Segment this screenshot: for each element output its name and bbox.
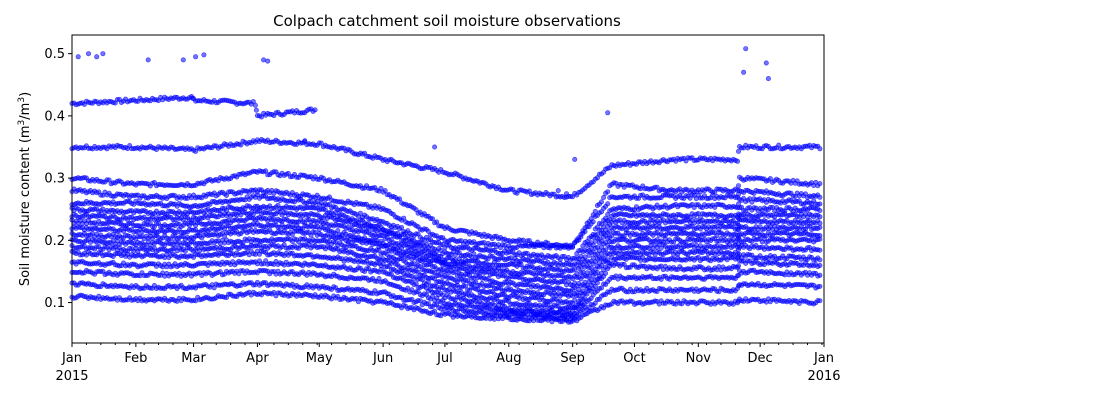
data-point [572,266,578,272]
data-point [382,188,388,194]
data-point [250,99,256,105]
data-point [767,176,773,182]
data-point [253,107,259,113]
data-point [399,245,405,251]
data-point [592,208,598,214]
data-point [252,102,258,108]
data-point [434,219,440,225]
data-point [817,262,823,268]
data-point [817,220,823,226]
data-point [817,181,823,187]
data-point [817,214,823,220]
data-point [605,201,611,207]
data-point [238,142,244,148]
data-point [399,225,405,231]
data-point [378,185,384,191]
data-point [654,184,660,190]
data-point [734,158,740,164]
data-point [817,201,823,207]
data-point [817,146,823,152]
data-point [735,148,741,154]
data-point [594,280,600,286]
data-point [335,228,341,234]
data-point [357,210,363,216]
data-point [582,254,588,260]
data-point [572,297,578,303]
data-point [605,189,611,195]
data-point [258,114,264,120]
data-point [312,107,318,113]
data-point [106,177,112,183]
data-point [817,224,823,230]
data-point [817,257,823,263]
data-point [401,215,407,221]
data-point [425,279,431,285]
data-point [582,229,588,235]
data-point [570,244,576,250]
data-point [817,247,823,253]
data-point [598,199,604,205]
data-point [588,265,594,271]
data-point [817,208,823,214]
data-point [429,216,435,222]
data-point [318,140,324,146]
data-point [735,263,741,269]
data-point [263,168,269,174]
data-point [817,236,823,242]
data-point [601,195,607,201]
data-point [193,148,199,154]
data-point [578,234,584,240]
data-point [397,196,403,202]
data-point [603,270,609,276]
data-point [735,183,741,189]
chart-title: Colpach catchment soil moisture observat… [273,12,621,30]
data-point [817,194,823,200]
data-point [590,219,596,225]
plot-area [69,46,823,325]
